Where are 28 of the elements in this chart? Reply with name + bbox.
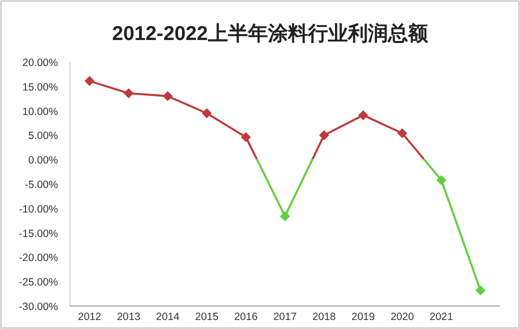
x-tick-label: 2015: [195, 311, 219, 323]
point: [84, 76, 95, 86]
point: [202, 108, 212, 118]
y-tick-label: -15.00%: [18, 228, 58, 240]
point: [475, 285, 486, 296]
y-tick-label: -20.00%: [18, 252, 58, 264]
y-tick-label: -5.00%: [24, 179, 58, 191]
x-tick-label: 2018: [312, 311, 336, 323]
point: [124, 88, 134, 98]
x-tick-label: 2016: [234, 311, 258, 323]
chart-title: 2012-2022上半年涂料行业利润总额: [112, 22, 429, 45]
point: [162, 91, 173, 102]
y-tick-label: 0.00%: [28, 154, 58, 167]
y-tick-label: 15.00%: [22, 81, 58, 94]
x-tick-label: 2014: [156, 311, 180, 323]
x-tick-label: 2019: [352, 311, 376, 323]
x-tick-label: 2013: [116, 311, 140, 323]
y-tick-label: 5.00%: [28, 130, 58, 142]
point: [358, 110, 368, 120]
x-tick-label: 2017: [273, 311, 297, 323]
x-tick-label: 2012: [78, 311, 102, 323]
x-tick-label: 2021: [430, 311, 454, 323]
y-tick-label: 10.00%: [22, 106, 58, 118]
x-tick-label: 2020: [390, 311, 414, 323]
y-tick-label: -30.00%: [18, 301, 58, 313]
y-tick-label: 20.00%: [22, 57, 58, 69]
y-tick-label: -10.00%: [18, 203, 58, 216]
y-tick-label: -25.00%: [18, 276, 58, 289]
